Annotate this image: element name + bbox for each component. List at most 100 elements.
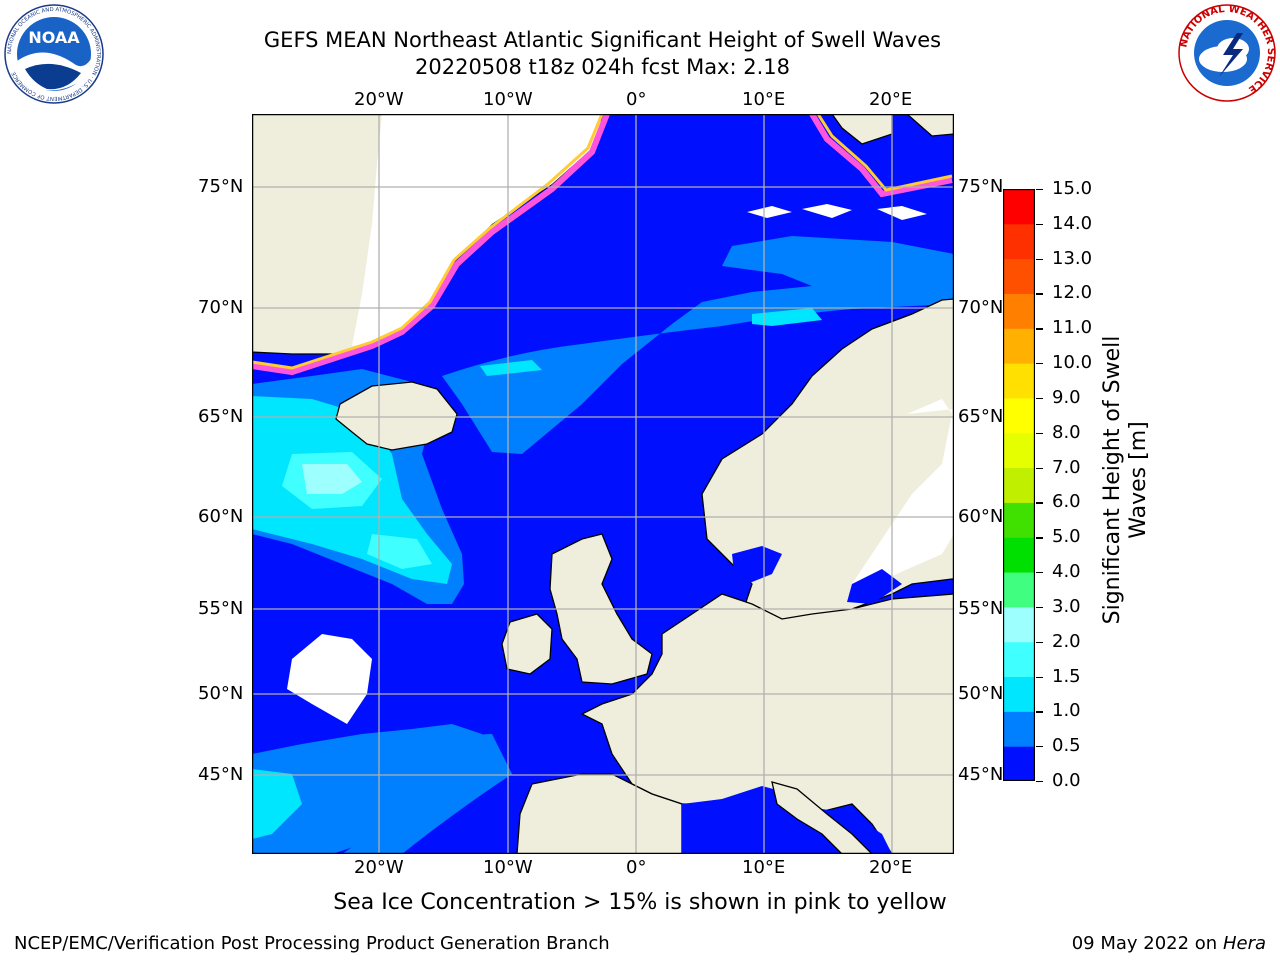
footer-host: Hera [1222, 933, 1266, 954]
sea-ice-edge-svalbard [809, 114, 953, 198]
footer-date: 09 May 2022 on Hera [1072, 933, 1266, 954]
lat-label: 45°N [198, 764, 244, 785]
swell-region-0-5-1-arc [342, 734, 512, 854]
colorbar-tick-label: 15.0 [1052, 178, 1093, 199]
colorbar-tick-label: 10.0 [1052, 352, 1093, 374]
colorbar-tick-mark [1036, 432, 1043, 435]
colorbar-segment [1003, 223, 1035, 260]
land-italy [771, 781, 873, 854]
colorbar-segment [1003, 432, 1035, 469]
land-ireland [501, 613, 553, 675]
colorbar-segment [1003, 606, 1035, 643]
colorbar-tick-mark [1036, 467, 1043, 469]
lat-label: 60°N [198, 506, 244, 527]
noaa-logo-icon: NOAA NATIONAL OCEANIC AND ATMOSPHERIC AD… [4, 4, 104, 104]
lat-label: 60°N [958, 506, 1004, 527]
swell-region-1-1-5-north [752, 308, 822, 326]
lon-label: 0° [626, 89, 647, 110]
lat-labels-right: 75°N 70°N 65°N 60°N 55°N 50°N 45°N [958, 0, 1008, 960]
colorbar-tick-mark [1036, 397, 1043, 400]
colorbar-tick-label: 1.0 [1052, 700, 1081, 722]
lon-label: 10°W [483, 857, 533, 878]
colorbar-tick-label: 0.0 [1052, 770, 1081, 791]
nodata-patch-north [747, 204, 927, 220]
water-skagerrak [732, 546, 782, 584]
colorbar-tick-mark [1036, 293, 1043, 295]
colorbar-segment [1003, 537, 1035, 573]
lat-label: 65°N [198, 406, 244, 427]
footer-date-text: 09 May 2022 on [1071, 933, 1218, 954]
colorbar-segment [1003, 363, 1035, 399]
swell-region-2-plus [302, 464, 362, 494]
swell-region-0-5-1-south [252, 724, 482, 854]
colorbar-tick-label: 2.0 [1052, 630, 1081, 652]
sea-ice-note: Sea Ice Concentration > 15% is shown in … [333, 890, 947, 915]
lon-label: 20°W [354, 89, 404, 110]
swell-region-1-1-5-south [252, 769, 302, 839]
lon-labels-top: 20°W 10°W 0° 10°E 20°E [0, 89, 1280, 113]
swell-region-1-5-2-b [367, 534, 432, 569]
lat-label: 50°N [958, 683, 1004, 704]
sea-ice-edge [252, 114, 610, 376]
colorbar-tick-label: 11.0 [1052, 317, 1093, 339]
lat-label: 70°N [198, 297, 244, 318]
colorbar-tick-mark [1036, 572, 1043, 574]
colorbar-tick-label: 0.5 [1052, 735, 1081, 757]
colorbar-segment [1003, 746, 1035, 781]
lon-labels-bottom: 20°W 10°W 0° 10°E 20°E [0, 857, 1280, 881]
lat-labels-left: 75°N 70°N 65°N 60°N 55°N 50°N 45°N [0, 0, 250, 960]
colorbar-tick-mark [1036, 641, 1043, 643]
colorbar-segment [1003, 397, 1035, 434]
lat-label: 55°N [958, 598, 1004, 619]
lat-label: 70°N [958, 297, 1004, 318]
land-svalbard [831, 114, 893, 145]
colorbar-label-line1: Significant Height of Swell [1100, 335, 1125, 625]
colorbar-tick-mark [1036, 676, 1043, 678]
colorbar-tick-mark [1036, 606, 1043, 609]
lat-label: 65°N [958, 406, 1004, 427]
colorbar-tick-label: 12.0 [1052, 282, 1093, 304]
colorbar-label-line2: Waves [m] [1126, 421, 1151, 539]
lon-label: 20°E [869, 857, 913, 878]
water-baltic-blue [847, 569, 902, 604]
colorbar-segment [1003, 502, 1035, 538]
colorbar-tick-label: 3.0 [1052, 595, 1081, 617]
graticule [252, 114, 954, 854]
colorbar-tick-mark [1036, 189, 1043, 191]
colorbar-tick-mark [1036, 537, 1043, 539]
colorbar-ticks: 15.0 14.0 13.0 12.0 11.0 10.0 9.0 8.0 7.0 6.0 5.0 4… [1036, 178, 1106, 791]
lat-label: 75°N [198, 176, 244, 197]
colorbar-segment [1003, 189, 1035, 225]
swell-height-map [252, 114, 954, 854]
colorbar-segment [1003, 328, 1035, 364]
map-subtitle: 20220508 t18z 024h fcst Max: 2.18 [415, 55, 790, 79]
colorbar-tick-label: 6.0 [1052, 491, 1081, 513]
map-title: GEFS MEAN Northeast Atlantic Significant… [263, 28, 942, 52]
colorbar-tick-label: 7.0 [1052, 456, 1081, 478]
colorbar-segment [1003, 676, 1035, 712]
nws-logo-icon: NATIONAL WEATHER SERVICE [1178, 4, 1276, 102]
noaa-logo-text: NOAA [28, 28, 80, 47]
map-frame [252, 114, 954, 854]
colorbar-segment [1003, 293, 1035, 329]
colorbar-tick-mark [1036, 223, 1043, 226]
land-svalbard-east [906, 114, 954, 137]
swell-region-1-1-5-mid [480, 360, 542, 376]
lat-label: 75°N [958, 176, 1004, 197]
colorbar-segment [1003, 572, 1035, 608]
colorbar-tick-mark [1036, 781, 1043, 783]
colorbar-tick-mark [1036, 328, 1043, 330]
swell-region-0-5-1-north [442, 236, 954, 454]
colorbar-segment [1003, 258, 1035, 294]
colorbar-tick-label: 5.0 [1052, 526, 1081, 548]
colorbar-tick-label: 9.0 [1052, 386, 1081, 408]
ice-free-white-greenland [352, 114, 602, 346]
lat-label: 45°N [958, 764, 1004, 785]
land-iberia [516, 773, 683, 854]
colorbar-tick-mark [1036, 502, 1043, 504]
lat-label: 50°N [198, 683, 244, 704]
sea-ice-edge-yellow [252, 114, 604, 370]
colorbar-tick-label: 14.0 [1052, 212, 1093, 234]
colorbar-segment [1003, 641, 1035, 678]
colorbar-tick-mark [1036, 746, 1043, 748]
